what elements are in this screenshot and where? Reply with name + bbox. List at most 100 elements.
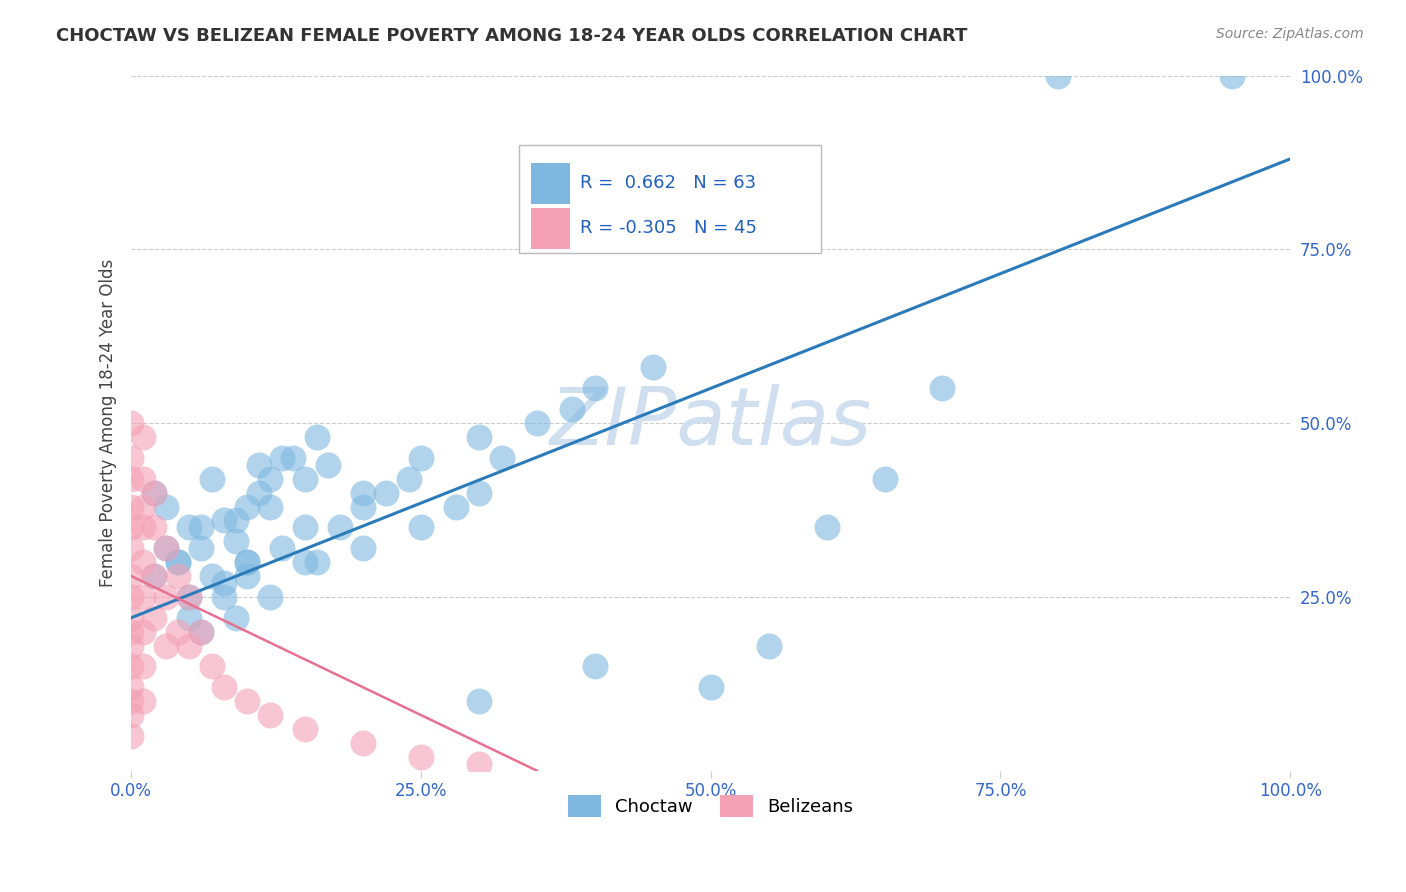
Point	[143, 569, 166, 583]
Point	[120, 590, 142, 604]
Point	[143, 569, 166, 583]
Point	[120, 611, 142, 625]
Point	[641, 360, 664, 375]
Point	[259, 500, 281, 514]
Point	[201, 569, 224, 583]
Point	[120, 472, 142, 486]
Point	[468, 756, 491, 771]
Point	[352, 500, 374, 514]
Point	[120, 520, 142, 534]
Point	[190, 541, 212, 556]
Point	[468, 430, 491, 444]
Point	[166, 624, 188, 639]
Point	[352, 736, 374, 750]
Point	[190, 624, 212, 639]
Point	[305, 430, 328, 444]
Point	[583, 381, 606, 395]
Point	[166, 569, 188, 583]
FancyBboxPatch shape	[519, 145, 821, 252]
Point	[143, 485, 166, 500]
Point	[271, 450, 294, 465]
Point	[225, 513, 247, 527]
Point	[190, 520, 212, 534]
Point	[132, 472, 155, 486]
Point	[120, 694, 142, 708]
Point	[468, 694, 491, 708]
Point	[166, 555, 188, 569]
Point	[561, 402, 583, 417]
Text: ZIPatlas: ZIPatlas	[550, 384, 872, 462]
Point	[491, 450, 513, 465]
Point	[409, 520, 432, 534]
Point	[468, 485, 491, 500]
Point	[120, 500, 142, 514]
FancyBboxPatch shape	[531, 208, 571, 249]
Point	[212, 576, 235, 591]
Point	[179, 520, 201, 534]
Point	[120, 680, 142, 694]
Point	[132, 624, 155, 639]
Point	[120, 659, 142, 673]
Point	[873, 472, 896, 486]
Point	[155, 541, 177, 556]
Point	[132, 694, 155, 708]
Point	[212, 590, 235, 604]
Point	[201, 472, 224, 486]
Point	[179, 639, 201, 653]
Point	[143, 520, 166, 534]
Point	[283, 450, 305, 465]
Point	[212, 513, 235, 527]
Point	[143, 485, 166, 500]
Point	[212, 680, 235, 694]
Point	[155, 541, 177, 556]
Point	[155, 590, 177, 604]
Point	[398, 472, 420, 486]
Point	[143, 611, 166, 625]
Point	[120, 639, 142, 653]
Point	[120, 450, 142, 465]
Point	[236, 555, 259, 569]
Point	[120, 708, 142, 723]
Point	[294, 722, 316, 736]
Point	[120, 624, 142, 639]
Point	[132, 555, 155, 569]
Point	[583, 659, 606, 673]
Point	[352, 485, 374, 500]
Point	[225, 534, 247, 549]
Point	[236, 694, 259, 708]
Point	[271, 541, 294, 556]
Point	[120, 416, 142, 430]
Text: R = -0.305   N = 45: R = -0.305 N = 45	[579, 219, 756, 237]
Point	[1047, 69, 1070, 83]
Point	[132, 520, 155, 534]
Point	[259, 708, 281, 723]
Point	[352, 541, 374, 556]
Point	[316, 458, 339, 472]
Point	[236, 569, 259, 583]
Point	[758, 639, 780, 653]
Text: R =  0.662   N = 63: R = 0.662 N = 63	[579, 174, 756, 193]
Point	[190, 624, 212, 639]
Point	[155, 639, 177, 653]
Point	[931, 381, 953, 395]
Point	[259, 472, 281, 486]
Point	[225, 611, 247, 625]
Point	[699, 680, 721, 694]
Point	[132, 500, 155, 514]
Point	[409, 749, 432, 764]
Point	[375, 485, 398, 500]
Point	[329, 520, 352, 534]
Point	[179, 611, 201, 625]
Point	[236, 555, 259, 569]
Point	[294, 555, 316, 569]
Point	[155, 500, 177, 514]
Point	[120, 729, 142, 743]
Point	[132, 590, 155, 604]
Point	[526, 416, 548, 430]
Point	[1220, 69, 1243, 83]
Point	[247, 458, 270, 472]
Point	[166, 555, 188, 569]
Point	[132, 659, 155, 673]
Legend: Choctaw, Belizeans: Choctaw, Belizeans	[561, 788, 860, 824]
Point	[247, 485, 270, 500]
